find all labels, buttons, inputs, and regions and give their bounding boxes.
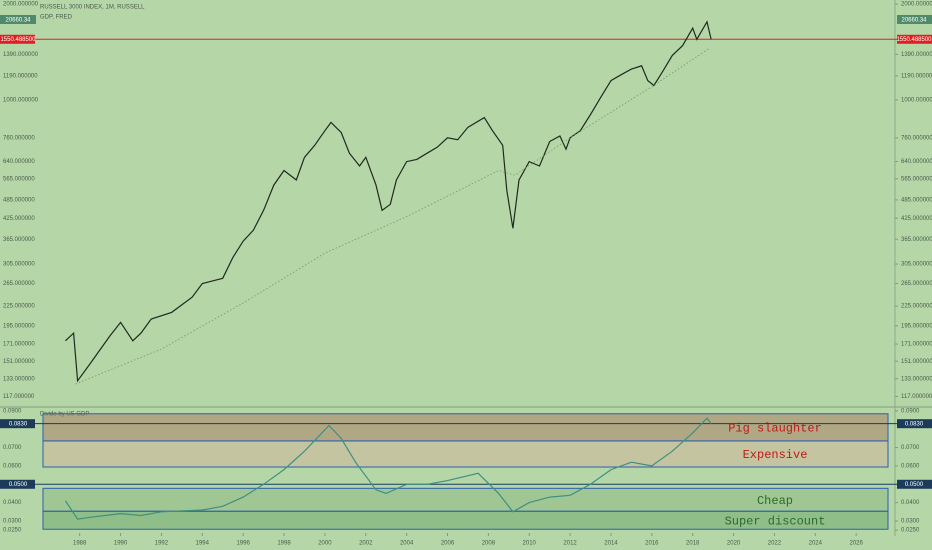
y-tick-label: 117.000000 (3, 394, 35, 400)
x-tick-label: 2008 (482, 541, 496, 547)
x-tick-label: 2014 (604, 541, 618, 547)
y-tick-label: 0.0300 (3, 519, 22, 525)
x-tick-label: 2010 (523, 541, 537, 547)
y-tick-label: 0.0900 (3, 408, 22, 414)
y-tick-label: 151.000000 (3, 359, 35, 365)
y-tick-label: 365.000000 (901, 237, 932, 243)
price-tag: 1550.488500 (0, 37, 36, 43)
zone-label: Pig slaughter (728, 422, 822, 436)
y-tick-label: 0.0250 (901, 528, 920, 534)
y-tick-label: 365.000000 (3, 237, 35, 243)
price-tag: 0.0500 (9, 482, 28, 488)
x-tick-label: 1998 (277, 541, 291, 547)
series-legend: RUSSELL 3000 INDEX, 1M, RUSSELL (40, 5, 145, 11)
x-tick-label: 2016 (645, 541, 659, 547)
price-tag-bg (897, 419, 932, 429)
price-tag: 0.0830 (9, 421, 28, 427)
x-tick-label: 2012 (563, 541, 577, 547)
y-tick-label: 171.000000 (3, 342, 35, 348)
zone (42, 440, 889, 468)
y-tick-label: 1000.000000 (3, 97, 39, 103)
zone (42, 510, 889, 530)
y-tick-label: 305.000000 (901, 262, 932, 268)
price-tag-bg (0, 15, 36, 24)
series-line (75, 48, 710, 385)
zone-label: Super discount (725, 514, 826, 528)
price-tag-bg (897, 15, 932, 24)
y-tick-label: 425.000000 (901, 216, 932, 222)
price-tag-bg (897, 34, 932, 44)
y-tick-label: 425.000000 (3, 216, 35, 222)
price-tag: 0.0830 (905, 421, 924, 427)
y-tick-label: 640.000000 (901, 159, 932, 165)
y-tick-label: 117.000000 (901, 394, 932, 400)
y-tick-label: 565.000000 (3, 176, 35, 182)
y-tick-label: 265.000000 (901, 281, 932, 287)
y-tick-label: 171.000000 (901, 342, 932, 348)
y-tick-label: 760.000000 (3, 135, 35, 141)
y-tick-label: 0.0300 (901, 519, 920, 525)
price-tag-bg (0, 419, 35, 429)
y-tick-label: 1390.000000 (901, 52, 932, 58)
price-tag: 0.0500 (905, 482, 924, 488)
price-tag-bg (897, 479, 932, 489)
y-tick-label: 0.0600 (3, 463, 22, 469)
x-tick-label: 2020 (727, 541, 741, 547)
x-tick-label: 1990 (114, 541, 128, 547)
y-tick-label: 2000.000000 (3, 2, 39, 8)
y-tick-label: 0.0700 (3, 445, 22, 451)
y-tick-label: 225.000000 (3, 304, 35, 310)
zone-label: Cheap (757, 494, 793, 508)
y-tick-label: 1000.000000 (901, 97, 932, 103)
x-tick-label: 1994 (196, 541, 210, 547)
y-tick-label: 151.000000 (901, 359, 932, 365)
y-tick-label: 0.0400 (901, 500, 920, 506)
y-tick-label: 485.000000 (901, 197, 932, 203)
y-tick-label: 1190.000000 (901, 73, 932, 79)
y-tick-label: 485.000000 (3, 197, 35, 203)
y-tick-label: 1190.000000 (3, 73, 38, 79)
price-tag-bg (0, 34, 35, 44)
y-tick-label: 2000.000000 (901, 2, 932, 8)
y-tick-label: 0.0400 (3, 500, 22, 506)
y-tick-label: 640.000000 (3, 159, 35, 165)
x-tick-label: 2004 (400, 541, 414, 547)
zone (42, 413, 889, 442)
y-tick-label: 133.000000 (901, 376, 932, 382)
x-tick-label: 2024 (809, 541, 823, 547)
x-tick-label: 2006 (441, 541, 455, 547)
y-tick-label: 565.000000 (901, 176, 932, 182)
y-tick-label: 1390.000000 (3, 52, 39, 58)
x-tick-label: 2000 (318, 541, 332, 547)
y-tick-label: 305.000000 (3, 262, 35, 268)
x-tick-label: 2022 (768, 541, 782, 547)
price-tag: 20660.34 (901, 18, 927, 24)
series-line (64, 20, 712, 383)
x-tick-label: 1988 (73, 541, 87, 547)
y-tick-label: 0.0900 (901, 408, 920, 414)
price-tag: 20660.34 (5, 18, 31, 24)
y-tick-label: 0.0700 (901, 445, 920, 451)
x-tick-label: 1992 (155, 541, 169, 547)
y-tick-label: 225.000000 (901, 304, 932, 310)
price-tag: 1550.488500 (896, 37, 932, 43)
y-tick-label: 760.000000 (901, 135, 932, 141)
x-tick-label: 2018 (686, 541, 700, 547)
y-tick-label: 195.000000 (3, 323, 35, 329)
panel-title: Divide by US GDP (40, 412, 89, 418)
y-tick-label: 265.000000 (3, 281, 35, 287)
x-tick-label: 1996 (236, 541, 250, 547)
series-legend: GDP, FRED (40, 15, 73, 21)
y-tick-label: 195.000000 (901, 323, 932, 329)
x-tick-label: 2002 (359, 541, 373, 547)
y-tick-label: 133.000000 (3, 376, 35, 382)
y-tick-label: 0.0600 (901, 463, 920, 469)
zone-label: Expensive (743, 448, 808, 462)
x-tick-label: 2026 (849, 541, 863, 547)
price-tag-bg (0, 479, 35, 489)
y-tick-label: 0.0250 (3, 528, 22, 534)
series-line (64, 417, 712, 520)
